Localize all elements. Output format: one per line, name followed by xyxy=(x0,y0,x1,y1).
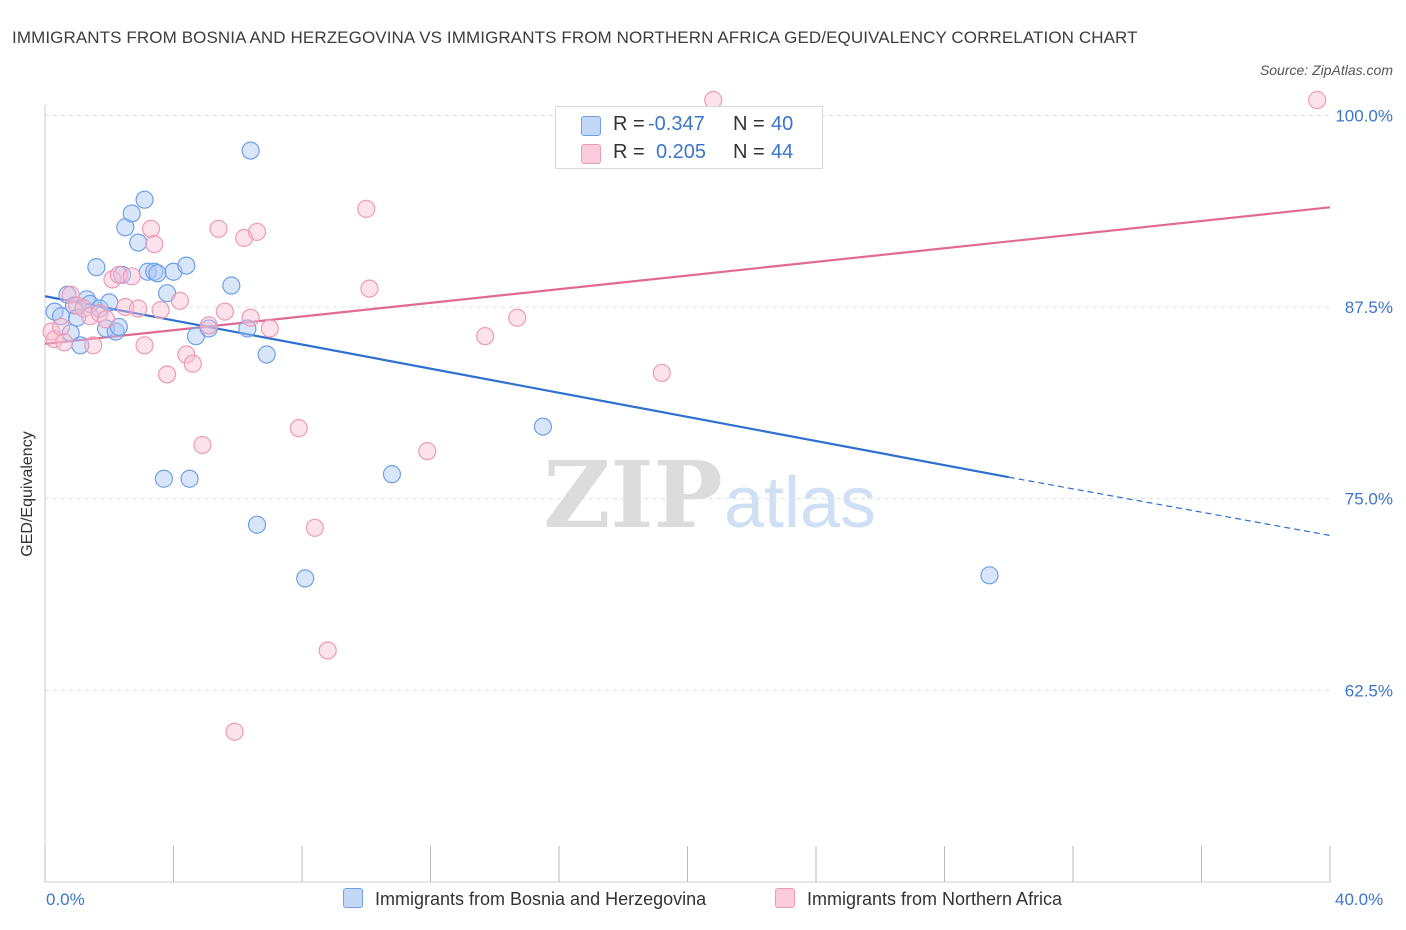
data-point xyxy=(177,345,196,364)
legend-label-bosnia: Immigrants from Bosnia and Herzegovina xyxy=(375,889,707,909)
data-point xyxy=(141,219,161,238)
data-point xyxy=(305,518,324,537)
data-point xyxy=(157,365,177,384)
data-point xyxy=(84,336,103,355)
data-point xyxy=(122,204,141,223)
legend-item-bosnia: Immigrants from Bosnia and Herzegovina xyxy=(343,888,706,910)
data-point xyxy=(90,299,109,318)
stats-row-northern-africa: R = 0.205 N = 44 xyxy=(556,139,822,167)
data-point xyxy=(148,264,167,283)
data-point xyxy=(238,319,257,338)
data-point xyxy=(61,323,80,343)
data-point xyxy=(357,199,376,218)
bosnia-swatch xyxy=(581,116,601,136)
data-point xyxy=(51,307,71,326)
data-point xyxy=(382,465,402,484)
data-point xyxy=(225,722,244,741)
data-point xyxy=(260,319,279,338)
y-tick-label: 75.0% xyxy=(1345,490,1393,509)
n-value: 40 xyxy=(771,113,794,135)
data-point xyxy=(222,276,241,295)
data-point xyxy=(55,333,74,352)
grid-lines xyxy=(45,114,1330,691)
data-point xyxy=(129,299,148,318)
data-point xyxy=(51,317,71,337)
r-label: R = xyxy=(613,113,645,135)
y-tick-label: 62.5% xyxy=(1345,681,1393,700)
data-point xyxy=(533,417,553,436)
data-point xyxy=(135,190,154,209)
data-point xyxy=(87,258,106,277)
data-point xyxy=(241,141,260,160)
data-point xyxy=(122,267,141,286)
y-tick-labels: 62.5% 75.0% 87.5% 100.0% xyxy=(1335,106,1393,700)
data-point xyxy=(154,469,173,488)
data-point xyxy=(183,354,202,373)
data-point xyxy=(193,435,212,455)
y-tick-label: 100.0% xyxy=(1335,106,1393,125)
y-tick-label: 87.5% xyxy=(1345,298,1393,317)
data-point xyxy=(61,285,80,304)
r-label: R = xyxy=(613,141,645,163)
stats-legend: R = -0.347 N = 40 R = 0.205 N = 44 xyxy=(555,106,823,169)
data-point xyxy=(289,419,308,438)
data-point xyxy=(209,219,228,238)
n-label: N = xyxy=(733,141,765,163)
data-point xyxy=(247,515,267,534)
data-point xyxy=(103,270,122,289)
data-point xyxy=(199,316,218,335)
data-point xyxy=(151,300,170,320)
data-points xyxy=(42,90,1327,741)
data-point xyxy=(652,363,671,383)
trend-line xyxy=(44,295,1009,479)
data-point xyxy=(45,302,64,321)
northern-africa-swatch xyxy=(581,144,601,164)
chart-title: IMMIGRANTS FROM BOSNIA AND HERZEGOVINA V… xyxy=(12,28,1138,47)
data-point xyxy=(129,233,148,252)
n-label: N = xyxy=(733,113,765,135)
data-point xyxy=(180,469,199,488)
watermark-atlas: atlas xyxy=(724,463,876,543)
data-point xyxy=(145,235,164,254)
legend-label-northern-africa: Immigrants from Northern Africa xyxy=(807,889,1063,909)
data-point xyxy=(257,345,276,364)
n-value: 44 xyxy=(771,141,794,163)
legend-item-northern-africa: Immigrants from Northern Africa xyxy=(775,888,1062,910)
data-point xyxy=(318,641,337,660)
watermark-zip: ZIP xyxy=(543,441,722,549)
data-point xyxy=(96,310,116,329)
trend-lines xyxy=(44,206,1331,537)
x-tick-label-min: 0.0% xyxy=(46,890,85,909)
data-point xyxy=(135,336,154,355)
x-tick-label-max: 40.0% xyxy=(1335,890,1384,909)
data-point xyxy=(241,308,260,327)
stats-row-bosnia: R = -0.347 N = 40 xyxy=(556,111,822,139)
trend-line xyxy=(44,206,1331,345)
axes xyxy=(44,105,1331,883)
r-value: 0.205 xyxy=(656,141,707,163)
data-point xyxy=(1308,90,1327,110)
legend-swatch-bosnia xyxy=(343,888,363,908)
legend-swatch-northern-africa xyxy=(775,888,795,908)
data-point xyxy=(418,442,437,461)
source-label: Source: ZipAtlas.com xyxy=(1259,62,1393,78)
data-point xyxy=(177,256,196,275)
data-point xyxy=(215,302,234,321)
data-point xyxy=(508,308,527,327)
data-point xyxy=(170,291,190,310)
data-point xyxy=(247,222,267,241)
data-point xyxy=(476,327,495,346)
data-point xyxy=(296,569,315,588)
data-point xyxy=(360,279,379,298)
r-value: -0.347 xyxy=(648,113,705,135)
data-point xyxy=(980,566,999,585)
trend-line-extension xyxy=(1008,476,1331,537)
